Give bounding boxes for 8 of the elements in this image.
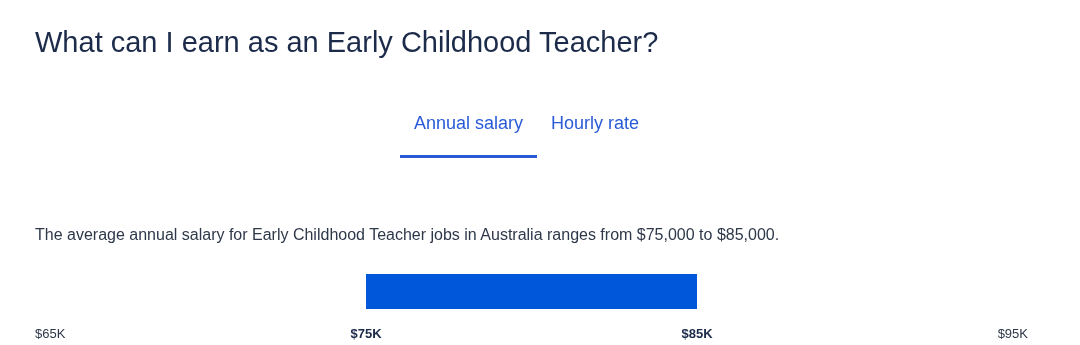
x-tick-label: $85K <box>681 326 714 341</box>
chart-title: What can I earn as an Early Childhood Teacher? <box>35 26 659 59</box>
x-tick-label: $75K <box>350 326 383 341</box>
x-tick-label: $95K <box>997 326 1029 341</box>
chart-subtitle: The average annual salary for Early Childhood Teacher jobs in Australia ranges from $75,000 to $85,000. <box>35 226 780 244</box>
text: Hourly rate <box>550 113 641 135</box>
x-tick-label: $65K <box>35 326 66 341</box>
text: Annual salary <box>400 113 538 158</box>
